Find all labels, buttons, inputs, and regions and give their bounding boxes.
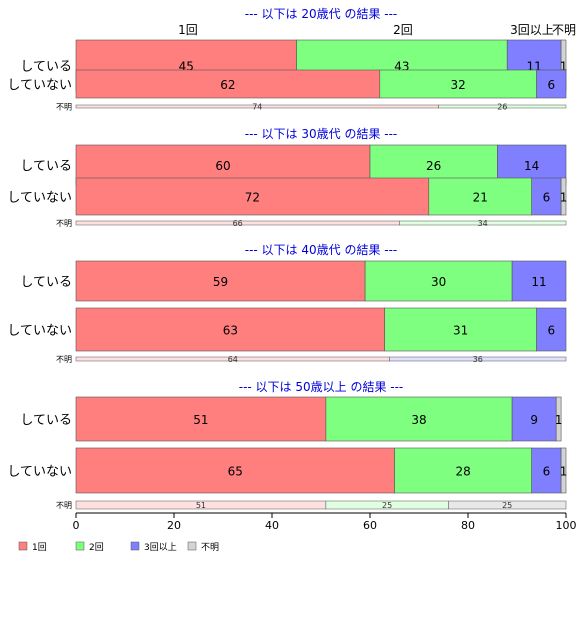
- bar-value-label: 6: [543, 191, 551, 205]
- bar-segment: [428, 177, 532, 216]
- x-tick-label: 80: [461, 519, 475, 532]
- legend-swatch: [130, 541, 140, 551]
- bar-value-label: 11: [531, 275, 546, 289]
- bar-segment: [560, 447, 567, 494]
- bar-value-label: 72: [245, 191, 260, 205]
- bar-segment: [555, 396, 562, 442]
- unknown-bar-value-label: 36: [473, 355, 483, 364]
- bar-value-label: 62: [220, 78, 235, 92]
- bar-value-label: 59: [213, 275, 228, 289]
- bar-value-label: 1: [560, 465, 568, 479]
- bar-segment: [511, 396, 557, 442]
- unknown-bar-value-label: 74: [252, 103, 262, 112]
- bar-value-label: 65: [228, 465, 243, 479]
- bar-value-label: 1: [560, 191, 568, 205]
- row-label: している: [20, 275, 72, 290]
- legend-label: 2回: [89, 542, 104, 553]
- bar-value-label: 51: [193, 413, 208, 427]
- panel-title: --- 以下は 20歳代 の結果 ---: [245, 7, 398, 21]
- bar-value-label: 9: [530, 413, 538, 427]
- row-label: していない: [7, 191, 72, 206]
- bar-value-label: 6: [547, 324, 555, 338]
- bar-segment: [364, 260, 513, 302]
- bar-segment: [560, 177, 567, 216]
- unknown-bar-segment: [389, 356, 567, 362]
- unknown-row-label: 不明: [56, 355, 72, 364]
- row-label: している: [20, 413, 72, 428]
- x-tick-label: 60: [363, 519, 377, 532]
- bar-value-label: 26: [426, 159, 441, 173]
- bar-segment: [75, 177, 430, 216]
- bar-segment: [75, 396, 327, 442]
- bar-value-label: 28: [455, 465, 470, 479]
- row-label: していない: [7, 324, 72, 339]
- unknown-bar-segment: [438, 104, 567, 109]
- legend-label: 3回以上: [144, 542, 177, 553]
- column-header: 2回: [393, 23, 413, 37]
- bar-segment: [536, 307, 567, 352]
- unknown-bar-value-label: 25: [382, 501, 392, 510]
- bar-value-label: 30: [431, 275, 446, 289]
- legend-swatch: [75, 541, 85, 551]
- x-tick-label: 100: [556, 519, 577, 532]
- bar-segment: [379, 69, 537, 99]
- panel-title: --- 以下は 40歳代 の結果 ---: [245, 243, 398, 257]
- unknown-bar-value-label: 66: [233, 219, 243, 228]
- bar-segment: [75, 447, 395, 494]
- bar-value-label: 31: [453, 324, 468, 338]
- legend-label: 不明: [201, 542, 219, 553]
- legend-label: 1回: [32, 542, 47, 553]
- bar-segment: [536, 69, 567, 99]
- bar-value-label: 1: [560, 60, 568, 74]
- row-label: していない: [7, 465, 72, 480]
- bar-segment: [531, 177, 562, 216]
- bar-segment: [325, 396, 513, 442]
- row-label: している: [20, 60, 72, 75]
- bar-value-label: 63: [223, 324, 238, 338]
- x-tick-label: 0: [73, 519, 80, 532]
- unknown-bar-value-label: 34: [478, 219, 488, 228]
- unknown-bar-segment: [399, 220, 567, 226]
- unknown-row-label: 不明: [56, 103, 72, 112]
- bar-segment: [75, 307, 386, 352]
- bar-value-label: 38: [411, 413, 426, 427]
- unknown-row-label: 不明: [56, 501, 72, 510]
- column-header: 不明: [552, 23, 576, 37]
- column-header: 3回以上: [510, 23, 554, 37]
- x-tick-label: 20: [167, 519, 181, 532]
- bar-value-label: 1: [555, 413, 563, 427]
- x-tick-label: 40: [265, 519, 279, 532]
- panel-title: --- 以下は 50歳以上 の結果 ---: [239, 380, 404, 394]
- bar-value-label: 21: [473, 191, 488, 205]
- legend-swatch: [18, 541, 28, 551]
- column-header: 1回: [178, 23, 198, 37]
- unknown-bar-value-label: 26: [497, 103, 507, 112]
- unknown-bar-value-label: 64: [228, 355, 238, 364]
- bar-segment: [75, 69, 381, 99]
- unknown-bar-value-label: 25: [502, 501, 512, 510]
- unknown-bar-segment: [448, 500, 567, 510]
- unknown-bar-value-label: 51: [196, 501, 206, 510]
- bar-value-label: 6: [547, 78, 555, 92]
- unknown-row-label: 不明: [56, 219, 72, 228]
- bar-segment: [384, 307, 537, 352]
- bar-value-label: 60: [215, 159, 230, 173]
- bar-value-label: 6: [543, 465, 551, 479]
- bar-segment: [75, 260, 366, 302]
- legend-swatch: [187, 541, 197, 551]
- row-label: している: [20, 159, 72, 174]
- bar-segment: [511, 260, 567, 302]
- bar-value-label: 32: [451, 78, 466, 92]
- panel-title: --- 以下は 30歳代 の結果 ---: [245, 127, 398, 141]
- bar-value-label: 14: [524, 159, 539, 173]
- row-label: していない: [7, 78, 72, 93]
